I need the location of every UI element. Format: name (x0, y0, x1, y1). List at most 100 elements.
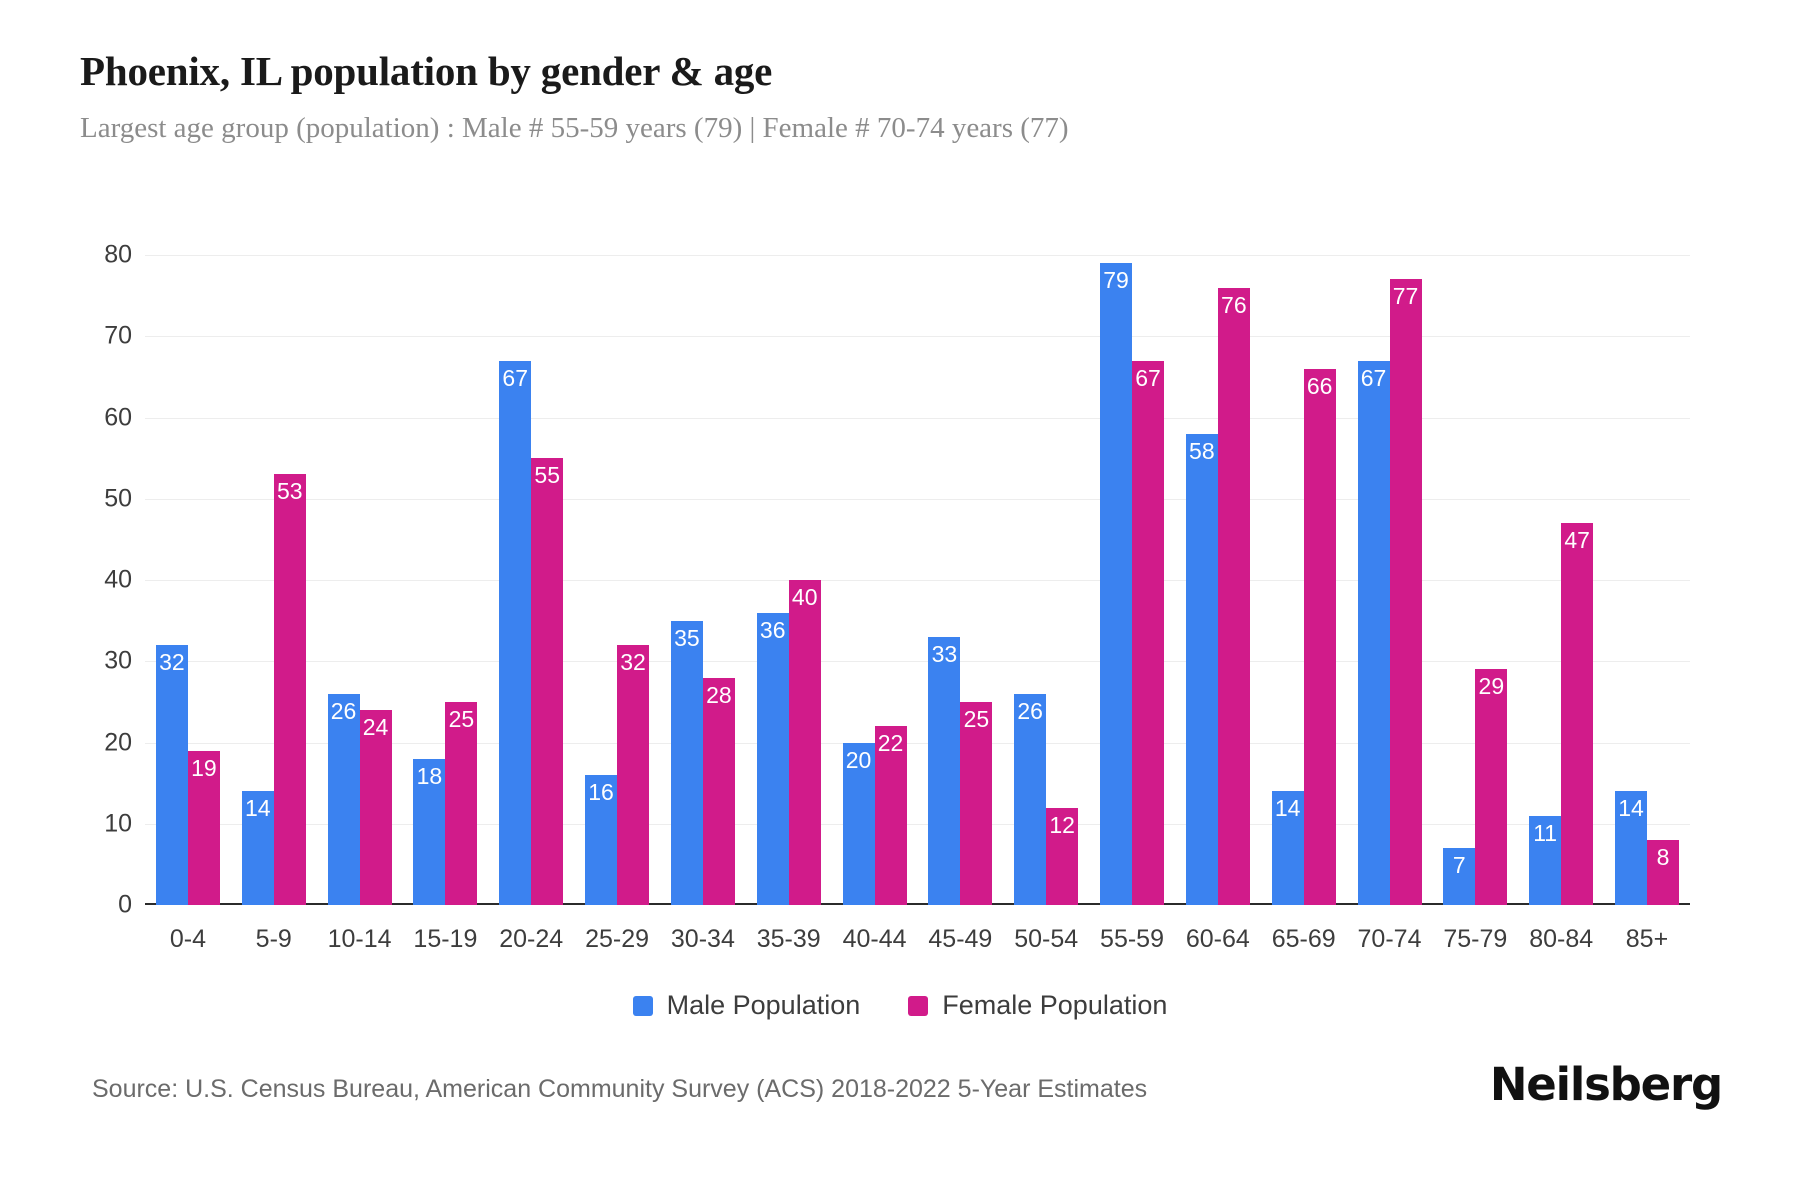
bar-value-label: 47 (1564, 527, 1590, 554)
male-bar[interactable]: 14 (1614, 791, 1647, 905)
bar-value-label: 11 (1533, 819, 1558, 846)
bar-value-label: 35 (674, 624, 700, 651)
female-bar[interactable]: 12 (1046, 807, 1079, 905)
bar-value-label: 28 (706, 681, 732, 708)
x-axis-tick-label: 65-69 (1271, 925, 1336, 953)
bar-value-label: 36 (759, 616, 786, 643)
gridline (145, 255, 1690, 256)
male-bar[interactable]: 11 (1529, 815, 1562, 905)
gridline (145, 823, 1690, 825)
bar-value-label: 67 (1135, 364, 1161, 391)
y-axis-tick-label: 0 (118, 890, 132, 919)
female-bar[interactable]: 8 (1646, 840, 1679, 905)
male-bar[interactable]: 35 (670, 620, 703, 905)
male-bar[interactable]: 16 (585, 775, 618, 905)
chart-subtitle: Largest age group (population) : Male # … (80, 112, 1069, 145)
bar-value-label: 25 (963, 705, 990, 732)
bar-value-label: 24 (362, 714, 389, 740)
female-bar[interactable]: 66 (1303, 368, 1336, 905)
female-bar[interactable]: 22 (874, 726, 907, 905)
female-bar[interactable]: 32 (617, 645, 650, 905)
bar-value-label: 25 (448, 705, 475, 732)
male-bar[interactable]: 67 (499, 360, 532, 905)
legend-item-male[interactable]: Male Population (632, 990, 861, 1021)
male-bar[interactable]: 67 (1357, 360, 1390, 905)
y-axis-tick-label: 40 (104, 565, 132, 594)
y-axis-tick-label: 60 (104, 403, 132, 431)
source-attribution: Source: U.S. Census Bureau, American Com… (92, 1075, 1148, 1103)
bar-value-label: 14 (244, 795, 271, 822)
bar-group: 26 12 (1003, 255, 1089, 905)
chart-plot-wrapper: 0 10 20 30 40 50 60 70 80 32 19 14 53 26 24 18 25 67 55 16 3… (0, 235, 1800, 953)
legend-label-male: Male Population (666, 990, 861, 1020)
male-bar[interactable]: 26 (327, 693, 360, 905)
bar-group: 11 47 (1518, 255, 1604, 905)
bar-value-label: 66 (1306, 372, 1333, 399)
bar-value-label: 14 (1274, 795, 1301, 822)
male-bar[interactable]: 36 (756, 612, 789, 905)
female-bar[interactable]: 67 (1132, 360, 1165, 905)
x-axis-tick-label: 55-59 (1100, 925, 1164, 953)
male-bar[interactable]: 20 (842, 742, 875, 905)
y-axis-tick-label: 70 (104, 321, 132, 350)
x-axis-tick-label: 25-29 (585, 925, 650, 953)
female-bar[interactable]: 40 (788, 580, 821, 905)
female-bar[interactable]: 53 (273, 474, 306, 905)
male-bar[interactable]: 58 (1185, 433, 1218, 905)
bar-value-label: 67 (1360, 364, 1387, 391)
bar-value-label: 40 (791, 584, 818, 610)
female-bar[interactable]: 55 (531, 458, 564, 905)
bar-value-label: 22 (877, 730, 904, 757)
female-bar[interactable]: 25 (445, 701, 478, 905)
legend-label-female: Female Population (942, 990, 1168, 1020)
bar-group: 67 77 (1347, 255, 1433, 905)
bar-group: 67 55 (488, 255, 574, 905)
legend-item-female[interactable]: Female Population (908, 990, 1167, 1021)
y-axis-tick-label: 10 (104, 809, 132, 838)
bar-value-label: 12 (1049, 811, 1075, 838)
bar-group: 33 25 (917, 255, 1003, 905)
page-title: Phoenix, IL population by gender & age (80, 48, 773, 94)
male-color-swatch-icon (632, 995, 653, 1016)
chart-header: Phoenix, IL population by gender & age L… (80, 48, 1720, 146)
bar-group: 14 53 (231, 255, 317, 905)
bar-value-label: 16 (588, 779, 614, 805)
male-bar[interactable]: 32 (155, 645, 188, 905)
x-axis-tick-label: 5-9 (255, 925, 292, 953)
male-bar[interactable]: 26 (1014, 693, 1047, 905)
bar-group: 20 22 (832, 255, 918, 905)
gridline (145, 661, 1690, 663)
bar-value-label: 76 (1221, 291, 1247, 318)
bar-group: 36 40 (746, 255, 832, 905)
male-bar[interactable]: 18 (413, 758, 446, 905)
male-bar[interactable]: 79 (1100, 263, 1133, 905)
x-axis-tick-label: 45-49 (928, 925, 993, 953)
bar-value-label: 58 (1189, 437, 1215, 464)
female-bar[interactable]: 77 (1389, 279, 1422, 905)
male-bar[interactable]: 7 (1443, 848, 1476, 905)
x-axis-tick-label: 30-34 (670, 925, 735, 953)
female-bar[interactable]: 29 (1475, 669, 1508, 905)
bar-value-label: 79 (1103, 267, 1129, 294)
bar-group: 14 66 (1261, 255, 1347, 905)
gridline (145, 336, 1690, 338)
female-bar[interactable]: 28 (702, 677, 735, 905)
female-bar[interactable]: 25 (960, 701, 993, 905)
female-bar[interactable]: 47 (1561, 523, 1594, 905)
male-bar[interactable]: 14 (1271, 791, 1304, 905)
bar-group: 7 29 (1432, 255, 1518, 905)
female-bar[interactable]: 19 (187, 750, 220, 905)
x-axis-tick-label: 35-39 (756, 925, 821, 953)
female-color-swatch-icon (908, 995, 929, 1016)
x-axis-tick-label: 40-44 (842, 925, 907, 953)
male-bar[interactable]: 14 (241, 791, 274, 905)
chart-legend: Male Population Female Population (0, 990, 1800, 1021)
female-bar[interactable]: 76 (1217, 287, 1250, 905)
female-bar[interactable]: 24 (359, 710, 392, 905)
gridline (145, 580, 1690, 581)
x-axis-line (145, 903, 1690, 905)
bar-value-label: 32 (159, 649, 185, 675)
bar-group: 26 24 (317, 255, 403, 905)
male-bar[interactable]: 33 (928, 636, 961, 905)
bar-groups: 32 19 14 53 26 24 18 25 67 55 16 32 35 28 36 40 20 22 33 25… (145, 255, 1690, 905)
